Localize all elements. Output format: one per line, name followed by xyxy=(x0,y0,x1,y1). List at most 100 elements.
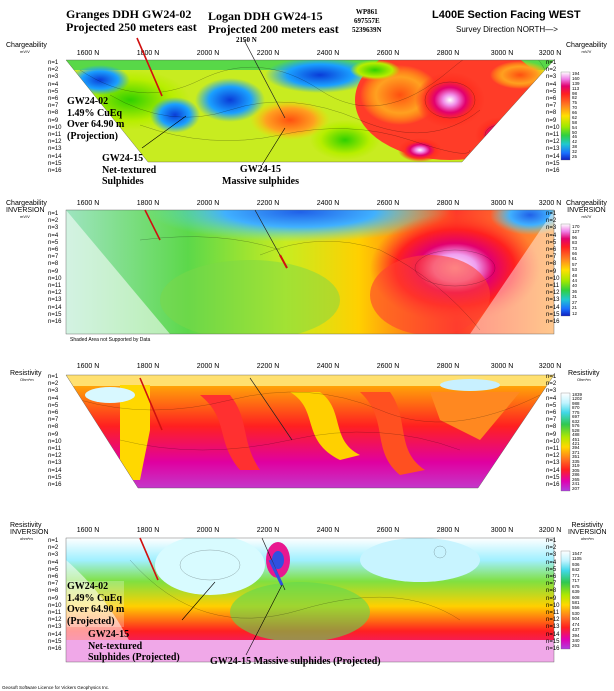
gw2402-trace-p4 xyxy=(139,537,159,581)
n-level-label: n=10 xyxy=(546,602,560,609)
resistivity-inversion-colorbar-values: 1547 1105 936 842 771 717 675 639 608 581 556 530 50… xyxy=(572,551,582,649)
n-level-label: n=2 xyxy=(48,67,59,74)
n-level-label: n=2 xyxy=(546,545,557,552)
chargeability-colorbar-values: 194 160 139 113 98 82 75 70 66 62 58 54 50 46 42 38 32 25 xyxy=(572,71,580,160)
title-left-line-1: Granges DDH GW24-02 xyxy=(66,7,192,21)
chargeability-colorbar xyxy=(560,71,571,161)
colorbar-value: 50 xyxy=(572,129,578,135)
axis-ticks-panel-2: 1600 N 1800 N 2000 N 2200 N 2400 N 2600 … xyxy=(77,200,562,207)
n-level-label: n=4 xyxy=(546,395,557,402)
tick: 2400 N xyxy=(317,200,340,207)
anno-line: 1.49% CuEq xyxy=(67,107,123,119)
n-level-label: n=11 xyxy=(48,446,62,453)
colorbar-value: 305 xyxy=(572,467,580,473)
resistivity-colorbar-values: 1839 1202 988 870 775 697 632 576 528 488 451 421 39… xyxy=(572,392,582,491)
n-level-label: n=8 xyxy=(546,110,557,117)
gw2415-trace-p1 xyxy=(242,37,286,119)
n-level-label: n=7 xyxy=(48,254,59,261)
n-level-label: n=5 xyxy=(48,566,59,573)
colorbar-value: 194 xyxy=(572,71,580,76)
n-level-label: n=14 xyxy=(48,467,62,474)
n-level-label: n=1 xyxy=(546,211,557,217)
anno-line: Over 64.90 m xyxy=(67,604,125,615)
colorbar-value: 335 xyxy=(572,458,580,464)
resistivity-inversion-colorbar xyxy=(560,550,571,650)
n-level-label: n=15 xyxy=(48,160,62,167)
colorbar-value: 66 xyxy=(572,110,578,115)
n-level-label: n=7 xyxy=(48,103,59,110)
n-level-label: n=16 xyxy=(546,646,560,653)
n-level-label: n=1 xyxy=(48,374,59,380)
n-level-label: n=6 xyxy=(48,574,59,581)
tick: 2000 N xyxy=(197,50,220,57)
n-level-label: n=9 xyxy=(48,268,59,275)
n-level-label: n=16 xyxy=(48,168,62,175)
n-level-label: n=1 xyxy=(546,538,557,544)
n-level-label: n=16 xyxy=(48,482,62,489)
n-level-label: n=3 xyxy=(546,225,557,232)
n-level-label: n=10 xyxy=(48,275,62,282)
label-text-2: INVERSION xyxy=(567,207,606,214)
panel-3-left-label: Resistivity Ohm*m xyxy=(10,370,42,382)
tick: 2800 N xyxy=(437,527,460,534)
n-level-label: n=9 xyxy=(546,117,557,124)
colorbar-value: 632 xyxy=(572,418,580,424)
section-title: L400E Section Facing WEST xyxy=(432,9,581,21)
n-level-label: n=11 xyxy=(546,610,560,617)
northing: 5239639N xyxy=(352,26,382,34)
n-level-label: n=15 xyxy=(48,474,62,481)
label-text: Resistivity xyxy=(568,370,600,377)
n-level-label: n=16 xyxy=(48,646,62,653)
n-level-label: n=1 xyxy=(48,538,59,544)
colorbar-value: 54 xyxy=(572,124,578,130)
n-level-label: n=4 xyxy=(48,559,59,566)
colorbar-value: 66 xyxy=(572,251,578,257)
unit-text: ohm*m xyxy=(20,536,33,541)
n-level-label: n=13 xyxy=(546,460,560,467)
n-level-label: n=16 xyxy=(546,482,560,489)
n-level-label: n=6 xyxy=(546,574,557,581)
colorbar-value: 98 xyxy=(572,90,578,96)
label-text: Resistivity xyxy=(571,522,604,529)
colorbar-value: 988 xyxy=(572,400,580,406)
colorbar-value: 57 xyxy=(572,261,578,267)
tick: 2400 N xyxy=(317,363,340,370)
n-level-label: n=11 xyxy=(546,283,560,290)
colorbar-value: 21 xyxy=(572,305,578,311)
colorbar-value: 12 xyxy=(572,310,578,316)
n-levels-panel-3-left: n=1 n=2 n=3 n=4 n=5 n=6 n=7 n=8 n=9 n=10 n=11 n=12 n… xyxy=(48,374,62,489)
colorbar-value: 697 xyxy=(572,414,580,420)
n-level-label: n=1 xyxy=(546,374,557,380)
n-level-label: n=7 xyxy=(48,417,59,424)
panel-3-right-label: Resistivity Ohm*m xyxy=(568,370,600,382)
n-level-label: n=14 xyxy=(546,467,560,474)
colorbar-value: 394 xyxy=(572,632,580,638)
panel-3-outline xyxy=(65,374,555,489)
resistivity-inversion-section xyxy=(66,538,554,662)
colorbar-value: 530 xyxy=(572,610,580,616)
n-level-label: n=9 xyxy=(48,431,59,438)
tick: 3200 N xyxy=(539,527,562,534)
n-level-label: n=11 xyxy=(48,132,62,139)
panel-4-left-label: Resistivity INVERSION ohm*m xyxy=(10,522,49,541)
n-level-label: n=15 xyxy=(546,638,560,645)
colorbar-value: 528 xyxy=(572,427,580,433)
anno-line: 1.49% CuEq xyxy=(67,592,123,604)
gw2415-intercept-p2 xyxy=(279,254,288,269)
colorbar-value: 488 xyxy=(572,432,580,438)
gw2402-trace-p2 xyxy=(144,209,161,241)
n-level-label: n=4 xyxy=(48,81,59,88)
tick: 1800 N xyxy=(137,527,160,534)
n-level-label: n=1 xyxy=(546,60,557,66)
n-level-label: n=10 xyxy=(48,602,62,609)
n-level-label: n=8 xyxy=(48,424,59,431)
n-level-label: n=13 xyxy=(48,624,62,631)
n-level-label: n=13 xyxy=(48,146,62,153)
n-level-label: n=14 xyxy=(48,304,62,311)
tick: 3000 N xyxy=(491,50,514,57)
gw2415-net-textured-note-bottom: GW24-15 Net-textured Sulphides (Projecte… xyxy=(88,629,180,664)
n-level-label: n=4 xyxy=(546,559,557,566)
tick: 3200 N xyxy=(539,50,562,57)
colorbar-value: 31 xyxy=(572,294,578,300)
gw2402-intercept-note-top: GW24-02 1.49% CuEq Over 64.90 m (Project… xyxy=(67,96,124,142)
